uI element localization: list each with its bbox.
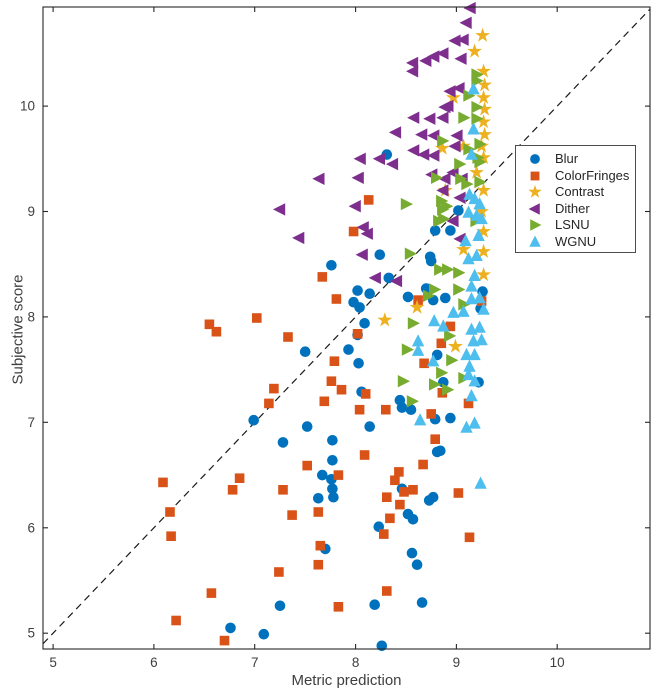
svg-text:5: 5 [49, 655, 57, 670]
series-wgnu [411, 82, 490, 489]
svg-text:9: 9 [453, 655, 461, 670]
svg-text:6: 6 [27, 520, 35, 535]
legend-label: Blur [555, 151, 579, 167]
legend-marker-triangle-up-icon [529, 235, 541, 247]
legend-marker-triangle-right-icon [530, 219, 542, 231]
svg-text:8: 8 [352, 655, 360, 670]
svg-text:6: 6 [150, 655, 158, 670]
svg-text:8: 8 [27, 309, 35, 324]
svg-text:7: 7 [27, 415, 35, 430]
legend-label: ColorFringes [555, 167, 630, 183]
legend-marker-circle-icon [530, 154, 540, 165]
legend-label: LSNU [555, 217, 590, 233]
svg-text:9: 9 [27, 204, 35, 219]
legend-label: WGNU [555, 233, 597, 249]
identity-line [42, 8, 651, 645]
legend-item-lsnu: LSNU [516, 217, 635, 234]
legend-marker-square-icon [530, 171, 540, 181]
y-axis-label: Subjective score [9, 274, 27, 385]
svg-text:10: 10 [550, 655, 565, 670]
legend-item-dither: Dither [516, 201, 635, 218]
series-lsnu [397, 68, 487, 408]
legend-label: Contrast [555, 184, 605, 200]
svg-text:7: 7 [251, 655, 259, 670]
svg-text:5: 5 [27, 626, 35, 641]
legend-item-colorfringes: ColorFringes [516, 168, 635, 185]
legend-item-blur: Blur [516, 151, 635, 168]
series-dither [273, 1, 476, 288]
legend-item-wgnu: WGNU [516, 234, 635, 251]
svg-text:10: 10 [20, 99, 35, 114]
legend-item-contrast: Contrast [516, 184, 635, 201]
legend-marker-star-icon [528, 185, 542, 199]
legend-label: Dither [555, 200, 590, 216]
axes-box: 5 6 7 8 9 10 5 6 7 8 9 10 [20, 6, 651, 670]
legend-marker-triangle-left-icon [528, 203, 540, 215]
legend: Blur ColorFringes Contrast Dither LSNU WGNU [515, 145, 636, 253]
x-axis-label: Metric prediction [291, 672, 402, 689]
